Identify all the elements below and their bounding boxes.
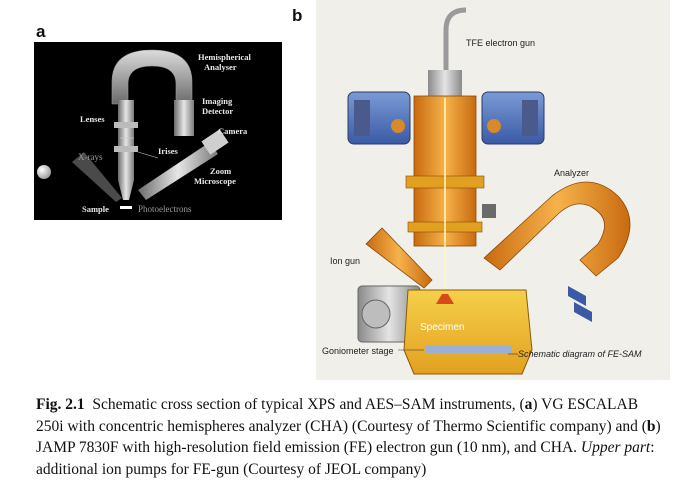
analyzer-label: Analyzer bbox=[554, 168, 589, 178]
caption-ref-b: b bbox=[646, 417, 656, 435]
analyzer-detector-1 bbox=[568, 286, 586, 306]
ion-pump-left-knob bbox=[391, 119, 405, 133]
irises-leader bbox=[137, 151, 159, 159]
panel-a-letter: a bbox=[36, 22, 46, 41]
lenses-label: Lenses bbox=[80, 114, 105, 124]
caption-text-4: : additional ion pumps for FE-gun (Court… bbox=[36, 439, 655, 478]
sample-label: Sample bbox=[82, 204, 109, 214]
figure-caption: Fig. 2.1 Schematic cross section of typi… bbox=[36, 394, 668, 480]
side-sphere bbox=[37, 165, 51, 179]
irises-label: Irises bbox=[158, 146, 179, 156]
zoom-label: Zoom bbox=[210, 166, 231, 176]
xrays-label: X-rays bbox=[78, 152, 103, 162]
panel-a-diagram: Hemispherical Analyser Imaging Detector … bbox=[34, 42, 282, 220]
ion-gun-label: Ion gun bbox=[330, 256, 360, 266]
analyzer-shape bbox=[483, 181, 631, 277]
gun-cable bbox=[443, 7, 467, 72]
analyser-label: Analyser bbox=[204, 62, 237, 72]
lens-ring-1 bbox=[114, 122, 138, 128]
caption-text-3: ) JAMP 7830F with high-resolution field … bbox=[36, 417, 661, 457]
stage-spring bbox=[426, 346, 512, 354]
column-port bbox=[482, 204, 496, 218]
specimen-shape bbox=[436, 294, 454, 304]
lens-nose-shape bbox=[118, 180, 134, 200]
schematic-label: Schematic diagram of FE-SAM bbox=[518, 349, 642, 359]
ion-pump-right-knob bbox=[487, 119, 501, 133]
caption-text-2: ) VG ESCALAB 250i with concentric hemisp… bbox=[36, 396, 647, 435]
panel-b-diagram: TFE electron gun Analyzer Ion gun Specim… bbox=[316, 0, 670, 380]
tfe-gun-label: TFE electron gun bbox=[466, 38, 535, 48]
specimen-label: Specimen bbox=[420, 322, 464, 333]
analyzer-detector-2 bbox=[574, 302, 592, 322]
figure-label: Fig. 2.1 bbox=[36, 396, 85, 413]
zoom-microscope-shape bbox=[138, 142, 218, 200]
imaging-label: Imaging bbox=[202, 96, 233, 106]
caption-ref-a: a bbox=[524, 396, 533, 413]
microscope-label: Microscope bbox=[194, 176, 236, 186]
sample-shape bbox=[120, 206, 132, 209]
imaging-detector-shape bbox=[174, 100, 194, 136]
ion-pump-left-magnet bbox=[354, 100, 370, 136]
hemispherical-label: Hemispherical bbox=[198, 52, 252, 62]
lens-ring-2 bbox=[114, 146, 138, 152]
xray-source-shape bbox=[72, 152, 122, 202]
panel-b-letter: b bbox=[292, 6, 303, 25]
photoelectrons-label: Photoelectrons bbox=[138, 204, 192, 214]
ion-gun-shape bbox=[365, 227, 433, 289]
goniometer-wheel bbox=[361, 299, 391, 329]
ion-pump-right-magnet bbox=[522, 100, 538, 136]
camera-label: Camera bbox=[218, 126, 248, 136]
caption-text-1: Schematic cross section of typical XPS a… bbox=[92, 396, 525, 413]
goniometer-label: Goniometer stage bbox=[322, 346, 394, 356]
lens-column-shape bbox=[118, 100, 134, 180]
caption-upper-part: Upper part bbox=[580, 439, 651, 456]
detector-label: Detector bbox=[202, 106, 233, 116]
tfe-gun-top bbox=[428, 70, 462, 98]
camera-shape bbox=[201, 129, 229, 155]
